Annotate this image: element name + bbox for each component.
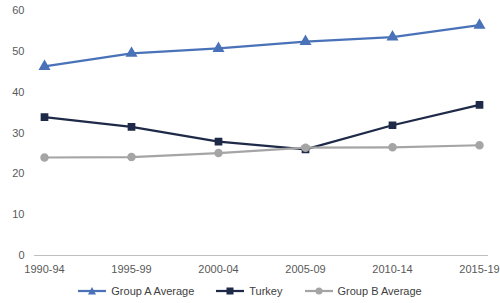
svg-text:20: 20 <box>12 167 24 179</box>
svg-text:0: 0 <box>18 249 24 261</box>
svg-text:50: 50 <box>12 45 24 57</box>
html-text:Group B Average: Group B Average <box>337 285 422 297</box>
svg-text:2010-14: 2010-14 <box>372 263 412 275</box>
svg-text:40: 40 <box>12 86 24 98</box>
html-text:Group A Average: Group A Average <box>111 285 195 297</box>
svg-text:30: 30 <box>12 127 24 139</box>
svg-text:2015-19: 2015-19 <box>459 263 499 275</box>
svg-text:1995-99: 1995-99 <box>111 263 151 275</box>
svg-text:2000-04: 2000-04 <box>198 263 238 275</box>
svg-text:10: 10 <box>12 208 24 220</box>
svg-text:60: 60 <box>12 4 24 16</box>
html-text:Turkey: Turkey <box>249 285 283 297</box>
svg-text:2005-09: 2005-09 <box>285 263 325 275</box>
svg-text:1990-94: 1990-94 <box>24 263 64 275</box>
